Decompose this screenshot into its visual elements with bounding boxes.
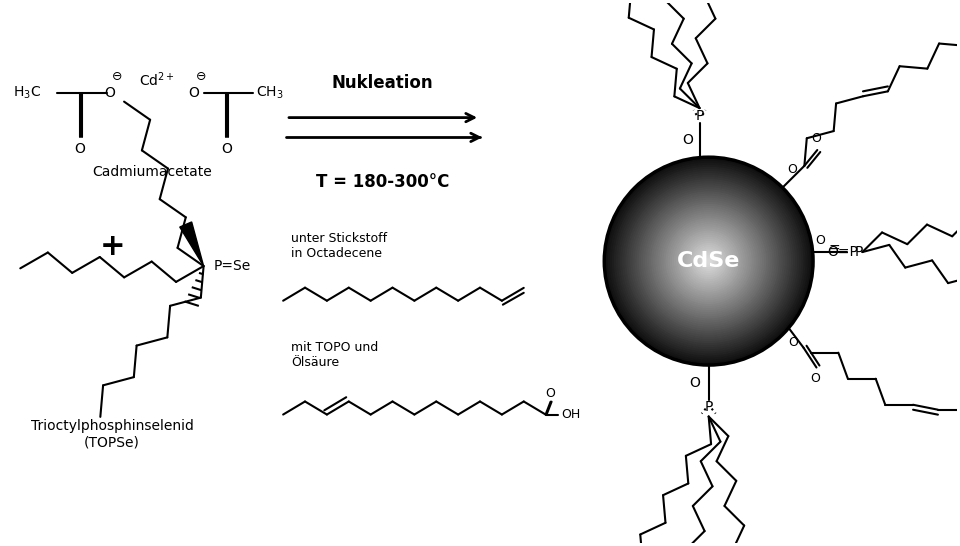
Circle shape [604, 157, 813, 365]
Circle shape [619, 171, 799, 351]
Circle shape [672, 225, 745, 297]
Text: $\ominus$: $\ominus$ [111, 69, 123, 82]
Circle shape [625, 178, 792, 345]
Circle shape [616, 170, 801, 353]
Circle shape [706, 258, 711, 264]
Text: O: O [816, 234, 826, 247]
Text: P: P [695, 109, 704, 123]
Circle shape [643, 196, 774, 326]
Text: Cadmiumacetate: Cadmiumacetate [92, 165, 212, 179]
Circle shape [611, 163, 806, 359]
Text: O: O [221, 143, 232, 156]
Text: P: P [705, 400, 713, 414]
Circle shape [631, 184, 786, 339]
Circle shape [660, 213, 757, 310]
Text: O: O [689, 376, 700, 390]
Text: =: = [828, 242, 840, 256]
Circle shape [612, 165, 804, 357]
Circle shape [691, 244, 727, 278]
Text: O: O [789, 336, 799, 349]
Circle shape [656, 209, 761, 313]
Circle shape [634, 186, 784, 336]
Circle shape [658, 211, 759, 312]
Circle shape [637, 190, 780, 332]
Text: unter Stickstoff
in Octadecene: unter Stickstoff in Octadecene [291, 232, 387, 260]
Text: T = 180-300°C: T = 180-300°C [316, 173, 449, 191]
Circle shape [607, 159, 811, 363]
Circle shape [679, 232, 738, 291]
Circle shape [639, 192, 778, 330]
Circle shape [614, 168, 803, 355]
Text: O: O [545, 387, 556, 400]
Text: O=P: O=P [828, 245, 858, 259]
Circle shape [648, 200, 770, 322]
Text: OH: OH [562, 408, 581, 421]
Circle shape [629, 182, 788, 340]
Text: Nukleation: Nukleation [332, 74, 433, 92]
Text: O: O [787, 163, 798, 176]
Circle shape [668, 221, 749, 301]
Text: O: O [188, 86, 199, 100]
Circle shape [666, 219, 751, 304]
Circle shape [650, 203, 768, 320]
Circle shape [689, 241, 729, 281]
Circle shape [654, 206, 763, 316]
Circle shape [623, 176, 795, 347]
Circle shape [646, 198, 772, 324]
Circle shape [683, 235, 734, 287]
Circle shape [693, 246, 724, 277]
Circle shape [684, 238, 732, 285]
Circle shape [677, 229, 741, 293]
Text: +: + [99, 232, 125, 261]
Circle shape [664, 217, 754, 305]
Circle shape [652, 205, 765, 318]
Circle shape [641, 194, 776, 328]
Text: P: P [854, 245, 863, 259]
Text: O: O [811, 132, 821, 145]
Text: O: O [105, 86, 115, 100]
Circle shape [627, 180, 790, 342]
Text: Trioctylphosphinselenid
(TOPSe): Trioctylphosphinselenid (TOPSe) [31, 419, 194, 449]
Circle shape [695, 248, 722, 275]
Circle shape [636, 188, 782, 334]
Circle shape [702, 254, 716, 268]
Circle shape [609, 161, 809, 361]
Text: O: O [810, 372, 821, 385]
Circle shape [697, 250, 720, 272]
Polygon shape [180, 222, 204, 266]
Text: P=Se: P=Se [213, 259, 251, 273]
Circle shape [681, 233, 736, 289]
Text: CdSe: CdSe [677, 251, 740, 271]
Text: mit TOPO und
Ölsäure: mit TOPO und Ölsäure [291, 341, 378, 369]
Text: O: O [74, 143, 84, 156]
Text: CH$_3$: CH$_3$ [256, 85, 284, 101]
Text: O: O [683, 133, 693, 147]
Circle shape [699, 252, 718, 270]
Circle shape [675, 227, 743, 295]
Text: Cd$^{2+}$: Cd$^{2+}$ [139, 70, 175, 90]
Text: $\ominus$: $\ominus$ [195, 69, 206, 82]
Circle shape [704, 256, 714, 266]
Text: H$_3$C: H$_3$C [12, 85, 41, 101]
Circle shape [687, 240, 731, 283]
Circle shape [670, 223, 747, 299]
Circle shape [662, 215, 756, 307]
Circle shape [621, 174, 797, 348]
